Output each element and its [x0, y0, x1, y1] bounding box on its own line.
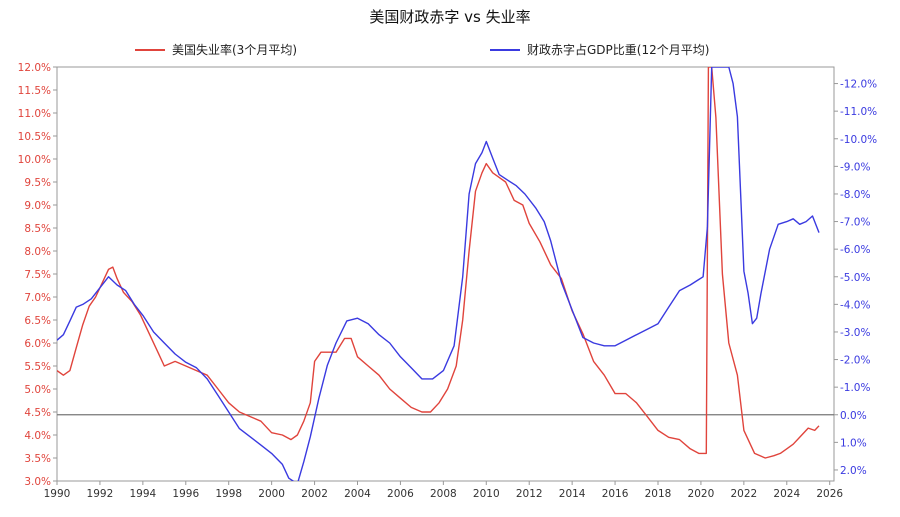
right-y-tick-label: -12.0%: [840, 79, 877, 91]
x-tick-label: 2006: [387, 488, 414, 500]
left-y-tick-label: 5.5%: [24, 361, 51, 373]
left-y-tick-label: 8.5%: [24, 223, 51, 235]
series-lines: [57, 67, 820, 481]
x-tick-label: 2014: [559, 488, 586, 500]
x-tick-label: 2002: [301, 488, 328, 500]
left-y-tick-label: 5.0%: [24, 384, 51, 396]
x-tick-label: 1994: [129, 488, 156, 500]
right-y-tick-label: -7.0%: [840, 217, 870, 229]
x-tick-label: 2000: [258, 488, 285, 500]
right-y-axis: 2.0% 1.0% 0.0% -1.0% -2.0% -3.0% -4.0% -5.0% -6.…: [834, 79, 877, 477]
left-y-tick-label: 11.0%: [18, 108, 51, 120]
deficit-gdp-line: [57, 67, 820, 481]
x-tick-label: 1992: [87, 488, 114, 500]
right-y-tick-label: -11.0%: [840, 106, 877, 118]
left-y-axis: 3.0% 3.5% 4.0% 4.5% 5.0% 5.5% 6.0% 6.5% 7.0% 7.5%…: [18, 62, 57, 488]
legend-label-deficit: 财政赤字占GDP比重(12个月平均): [527, 42, 709, 57]
left-y-tick-label: 10.0%: [18, 154, 51, 166]
left-y-tick-label: 9.5%: [24, 177, 51, 189]
x-tick-label: 2020: [688, 488, 715, 500]
left-y-tick-label: 6.5%: [24, 315, 51, 327]
legend: 美国失业率(3个月平均) 财政赤字占GDP比重(12个月平均): [135, 42, 709, 57]
right-y-tick-label: 2.0%: [840, 465, 867, 477]
x-tick-label: 2026: [816, 488, 843, 500]
right-y-tick-label: -1.0%: [840, 382, 870, 394]
left-y-tick-label: 6.0%: [24, 338, 51, 350]
left-y-tick-label: 7.5%: [24, 269, 51, 281]
left-y-tick-label: 3.0%: [24, 476, 51, 488]
x-tick-label: 1990: [44, 488, 71, 500]
x-tick-label: 2004: [344, 488, 371, 500]
right-y-tick-label: -6.0%: [840, 244, 870, 256]
left-y-tick-label: 7.0%: [24, 292, 51, 304]
x-tick-label: 1996: [172, 488, 199, 500]
right-y-tick-label: -10.0%: [840, 134, 877, 146]
left-y-tick-label: 8.0%: [24, 246, 51, 258]
left-y-tick-label: 3.5%: [24, 453, 51, 465]
left-y-tick-label: 4.0%: [24, 430, 51, 442]
left-y-tick-label: 4.5%: [24, 407, 51, 419]
x-tick-label: 2010: [473, 488, 500, 500]
left-y-tick-label: 11.5%: [18, 85, 51, 97]
x-tick-label: 2008: [430, 488, 457, 500]
right-y-tick-label: -8.0%: [840, 189, 870, 201]
x-tick-label: 2024: [773, 488, 800, 500]
left-y-tick-label: 9.0%: [24, 200, 51, 212]
right-y-tick-label: -2.0%: [840, 355, 870, 367]
x-tick-label: 2012: [516, 488, 543, 500]
right-y-tick-label: -4.0%: [840, 299, 870, 311]
unemployment-rate-line: [57, 67, 820, 459]
legend-label-unemployment: 美国失业率(3个月平均): [172, 42, 297, 57]
right-y-tick-label: -5.0%: [840, 272, 870, 284]
chart-title: 美国财政赤字 vs 失业率: [369, 8, 530, 26]
right-y-tick-label: -3.0%: [840, 327, 870, 339]
x-tick-label: 2016: [602, 488, 629, 500]
left-y-tick-label: 12.0%: [18, 62, 51, 74]
right-y-tick-label: 0.0%: [840, 410, 867, 422]
right-y-tick-label: -9.0%: [840, 161, 870, 173]
right-y-tick-label: 1.0%: [840, 437, 867, 449]
x-tick-label: 1998: [215, 488, 242, 500]
x-tick-label: 2018: [645, 488, 672, 500]
plot-frame: [56, 66, 835, 482]
x-tick-label: 2022: [730, 488, 757, 500]
left-y-tick-label: 10.5%: [18, 131, 51, 143]
x-axis: 1990 1992 1994 1996 1998 2000 2002 2004 2006 2008…: [44, 481, 843, 500]
